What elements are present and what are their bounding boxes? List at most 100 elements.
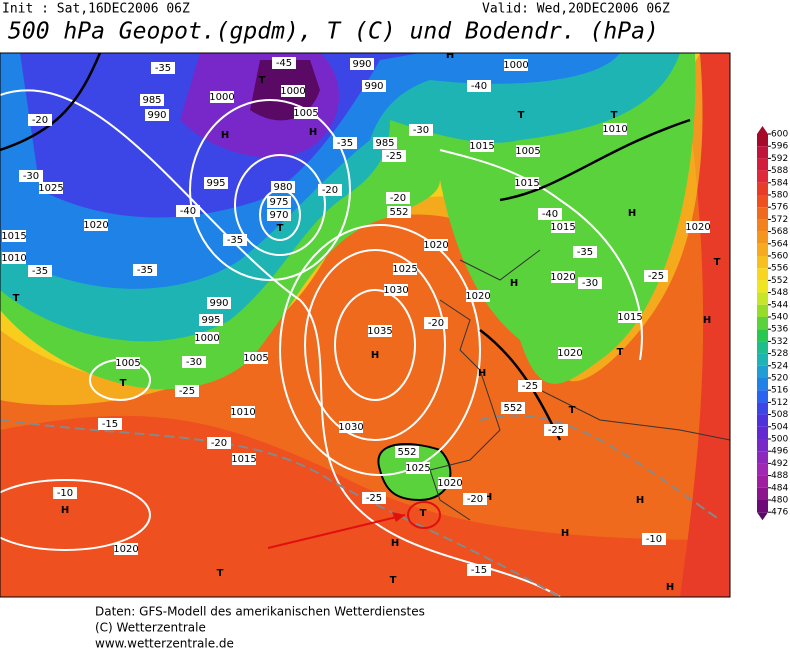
legend-swatch <box>757 463 768 476</box>
legend-label: 600 <box>771 130 788 140</box>
contour-label: 1010 <box>602 124 627 135</box>
contour-label: 1015 <box>617 312 642 323</box>
contour-label: 1020 <box>113 544 138 555</box>
contour-label: 1020 <box>557 348 582 359</box>
contour-label: 1030 <box>383 285 408 296</box>
label-box <box>231 406 255 418</box>
label-box <box>294 107 318 119</box>
legend-label: 536 <box>771 325 788 335</box>
contour-label: 990 <box>147 110 166 121</box>
legend-label: 512 <box>771 398 788 408</box>
contour-label: -35 <box>32 266 48 277</box>
pressure-center: T <box>569 405 576 416</box>
label-box <box>463 493 487 505</box>
label-box <box>339 421 363 433</box>
label-box <box>544 424 568 436</box>
contour-label: -35 <box>337 138 353 149</box>
pressure-center: H <box>391 538 399 549</box>
legend-label: 544 <box>771 300 788 310</box>
label-box <box>393 263 417 275</box>
pressure-center: T <box>611 110 618 121</box>
contour-label: 980 <box>273 182 292 193</box>
label-box <box>642 533 666 545</box>
pressure-center: T <box>420 508 427 519</box>
pressure-center: H <box>666 582 674 593</box>
legend-swatch <box>757 292 768 305</box>
label-box <box>406 462 430 474</box>
legend-swatch <box>757 451 768 464</box>
init-time: Init : Sat,16DEC2006 06Z <box>2 2 190 17</box>
contour-label: 975 <box>269 197 288 208</box>
legend-swatch <box>757 500 768 513</box>
legend-swatch <box>757 317 768 330</box>
contour-label: 1020 <box>437 478 462 489</box>
contour-label: 990 <box>209 298 228 309</box>
label-box <box>267 196 291 208</box>
contour-label: -15 <box>471 565 487 576</box>
contour-label: -25 <box>179 386 195 397</box>
footer-line: www.wetterzentrale.de <box>95 637 234 649</box>
contour-label: 1030 <box>338 422 363 433</box>
warm-area <box>680 53 730 597</box>
label-box <box>232 453 256 465</box>
contour-label: -30 <box>413 125 429 136</box>
legend-swatch <box>757 280 768 293</box>
contour-label: -25 <box>548 425 564 436</box>
legend-swatch <box>757 231 768 244</box>
label-box <box>603 123 627 135</box>
contour-label: 985 <box>375 138 394 149</box>
label-box <box>382 150 406 162</box>
contour-label: 1020 <box>685 222 710 233</box>
legend-label: 588 <box>771 166 788 176</box>
contour-label: 1020 <box>423 240 448 251</box>
legend-swatch <box>757 353 768 366</box>
label-box <box>207 297 231 309</box>
contour-label: -20 <box>211 438 227 449</box>
legend-swatch <box>757 365 768 378</box>
map-frame <box>0 52 731 598</box>
contour-label: 1000 <box>503 60 528 71</box>
contour-label: 985 <box>142 95 161 106</box>
pressure-center: T <box>617 347 624 358</box>
legend-label: 540 <box>771 313 788 323</box>
pressure-center: H <box>636 495 644 506</box>
legend-swatch <box>757 268 768 281</box>
pressure-center: H <box>561 528 569 539</box>
pressure-center: T <box>120 378 127 389</box>
label-box <box>182 356 206 368</box>
legend-label: 496 <box>771 447 788 457</box>
label-box <box>618 311 642 323</box>
contour-label: 552 <box>503 403 522 414</box>
pressure-center: H <box>510 278 518 289</box>
contour-label: -40 <box>471 81 487 92</box>
legend-swatch <box>757 146 768 159</box>
contour-label: 1020 <box>550 272 575 283</box>
legend-label: 504 <box>771 422 788 432</box>
contour-label: -20 <box>390 193 406 204</box>
legend-label: 580 <box>771 191 788 201</box>
contour-label: -20 <box>322 185 338 196</box>
legend-cap <box>757 126 768 134</box>
contour-label: 1025 <box>392 264 417 275</box>
legend-label: 564 <box>771 239 788 249</box>
label-box <box>470 140 494 152</box>
contour-label: -35 <box>137 265 153 276</box>
legend-swatch <box>757 512 768 521</box>
contour-label: 1005 <box>515 146 540 157</box>
contour-label: 1005 <box>115 358 140 369</box>
legend-swatch <box>757 256 768 269</box>
legend-label: 488 <box>771 471 788 481</box>
label-box <box>373 137 397 149</box>
label-box <box>204 177 228 189</box>
label-box <box>518 380 542 392</box>
contour-label: 990 <box>352 59 371 70</box>
contour-label: 970 <box>269 210 288 221</box>
label-box <box>362 492 386 504</box>
label-box <box>244 352 268 364</box>
contour-label: 1000 <box>209 92 234 103</box>
label-box <box>409 124 433 136</box>
contour-label: 990 <box>364 81 383 92</box>
contour-label: 1005 <box>243 353 268 364</box>
arrow <box>267 514 406 549</box>
